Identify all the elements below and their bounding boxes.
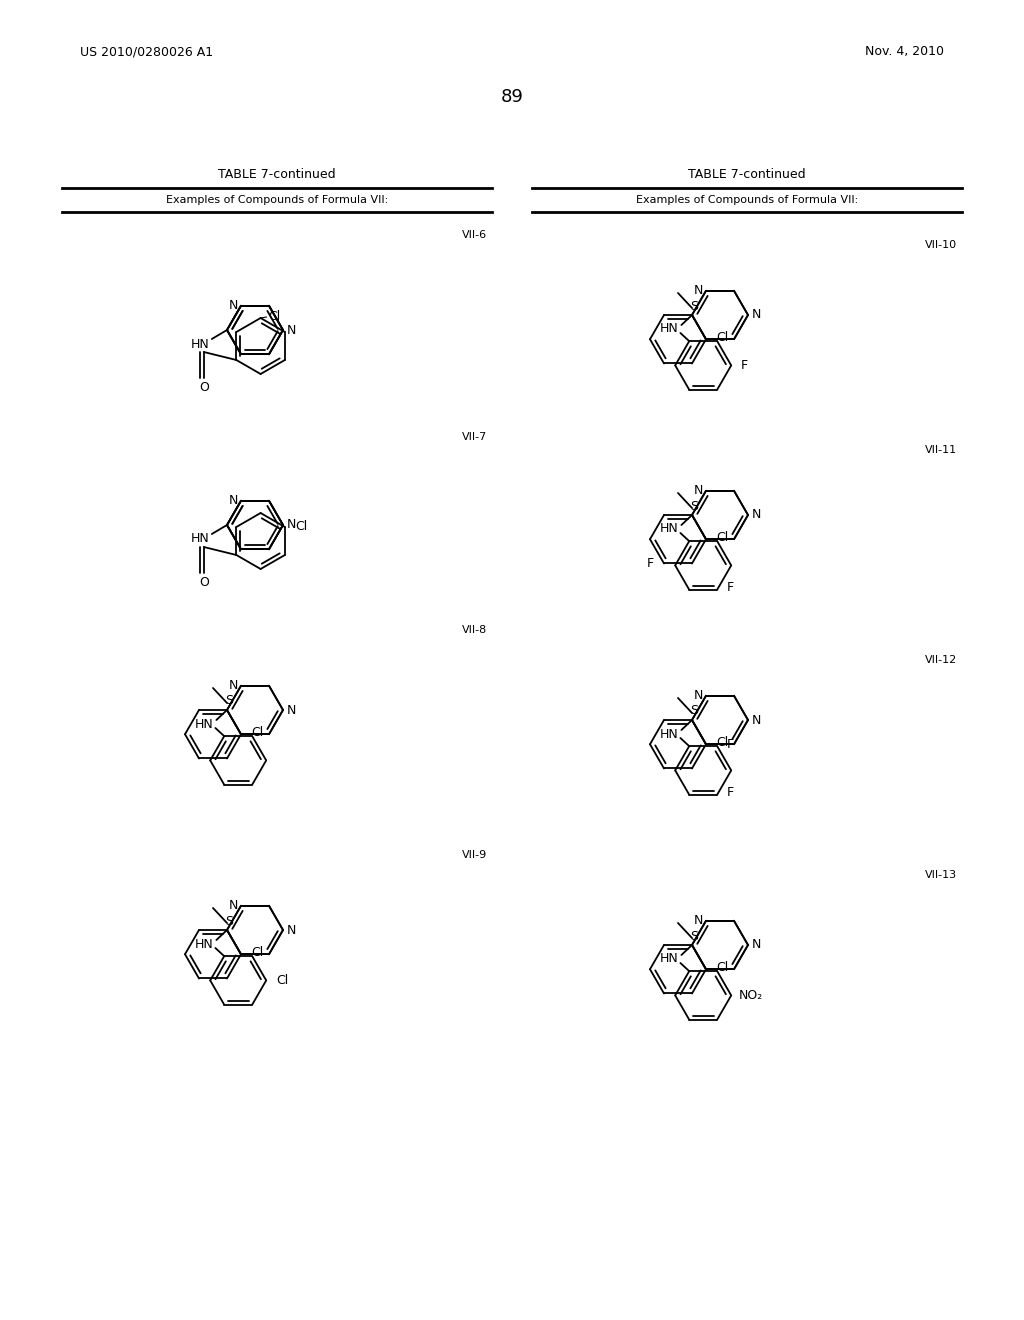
Text: N: N	[693, 484, 702, 498]
Text: N: N	[228, 494, 238, 507]
Text: N: N	[693, 689, 702, 702]
Text: VII-10: VII-10	[925, 240, 957, 249]
Text: F: F	[647, 557, 654, 570]
Text: VII-11: VII-11	[925, 445, 957, 455]
Text: O: O	[199, 381, 209, 395]
Text: HN: HN	[190, 338, 209, 351]
Text: Examples of Compounds of Formula VII:: Examples of Compounds of Formula VII:	[166, 195, 388, 205]
Text: S: S	[225, 694, 233, 708]
Text: Cl: Cl	[716, 531, 728, 544]
Text: S: S	[690, 499, 698, 512]
Text: Cl: Cl	[251, 726, 263, 739]
Text: Cl: Cl	[268, 309, 281, 322]
Text: Cl: Cl	[716, 331, 728, 343]
Text: HN: HN	[195, 937, 214, 950]
Text: Examples of Compounds of Formula VII:: Examples of Compounds of Formula VII:	[636, 195, 858, 205]
Text: N: N	[228, 680, 238, 692]
Text: VII-6: VII-6	[462, 230, 487, 240]
Text: HN: HN	[660, 727, 679, 741]
Text: Cl: Cl	[716, 961, 728, 974]
Text: S: S	[690, 929, 698, 942]
Text: Cl: Cl	[276, 974, 289, 987]
Text: N: N	[752, 309, 761, 322]
Text: N: N	[693, 915, 702, 927]
Text: US 2010/0280026 A1: US 2010/0280026 A1	[80, 45, 213, 58]
Text: Cl: Cl	[251, 945, 263, 958]
Text: Nov. 4, 2010: Nov. 4, 2010	[865, 45, 944, 58]
Text: N: N	[752, 714, 761, 726]
Text: HN: HN	[660, 953, 679, 965]
Text: N: N	[287, 924, 296, 936]
Text: O: O	[199, 576, 209, 589]
Text: S: S	[690, 705, 698, 718]
Text: F: F	[727, 581, 734, 594]
Text: F: F	[727, 738, 734, 751]
Text: N: N	[228, 899, 238, 912]
Text: Cl: Cl	[716, 735, 728, 748]
Text: TABLE 7-continued: TABLE 7-continued	[218, 169, 336, 181]
Text: N: N	[287, 323, 296, 337]
Text: Cl: Cl	[295, 520, 307, 533]
Text: 89: 89	[501, 88, 523, 106]
Text: VII-13: VII-13	[925, 870, 957, 880]
Text: HN: HN	[660, 523, 679, 536]
Text: TABLE 7-continued: TABLE 7-continued	[688, 169, 806, 181]
Text: HN: HN	[195, 718, 214, 730]
Text: HN: HN	[660, 322, 679, 335]
Text: N: N	[752, 508, 761, 521]
Text: VII-12: VII-12	[925, 655, 957, 665]
Text: F: F	[727, 787, 734, 799]
Text: N: N	[752, 939, 761, 952]
Text: S: S	[690, 300, 698, 313]
Text: N: N	[228, 300, 238, 313]
Text: VII-9: VII-9	[462, 850, 487, 861]
Text: F: F	[741, 359, 749, 372]
Text: NO₂: NO₂	[739, 989, 764, 1002]
Text: VII-7: VII-7	[462, 432, 487, 442]
Text: N: N	[287, 519, 296, 532]
Text: HN: HN	[190, 532, 209, 545]
Text: VII-8: VII-8	[462, 624, 487, 635]
Text: N: N	[287, 704, 296, 717]
Text: N: N	[693, 284, 702, 297]
Text: S: S	[225, 915, 233, 928]
